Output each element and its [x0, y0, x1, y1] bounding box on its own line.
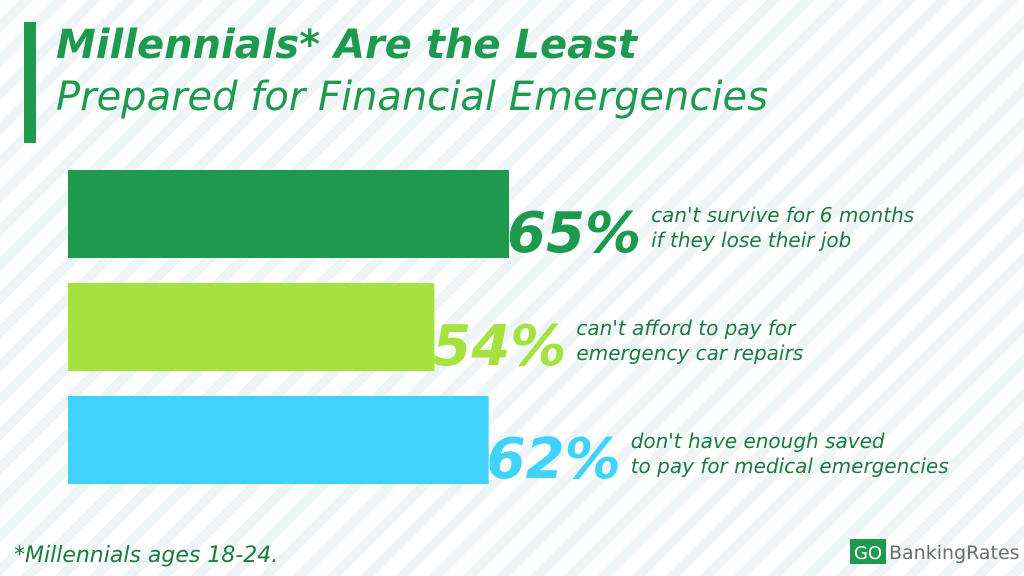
logo-box [850, 539, 886, 564]
category-label: to pay for medical emergencies [631, 454, 949, 478]
category-label: if they lose their job [651, 228, 851, 252]
category-label: emergency car repairs [576, 341, 803, 365]
chart-title: Millennials* Are the Least [56, 22, 639, 68]
bar [68, 396, 489, 484]
bar [68, 170, 510, 258]
chart-title: Prepared for Financial Emergencies [56, 74, 768, 120]
footnote: *Millennials ages 18-24. [14, 543, 278, 568]
value-label: 54% [432, 314, 566, 379]
logo-mark: GO [854, 543, 882, 564]
value-label: 62% [487, 427, 621, 492]
category-label: can't afford to pay for [576, 316, 797, 340]
category-label: can't survive for 6 months [651, 203, 914, 227]
title-accent [24, 22, 36, 143]
category-label: don't have enough saved [631, 429, 885, 453]
value-label: 65% [507, 201, 641, 266]
logo-text: BankingRates [889, 542, 1020, 564]
bar [68, 283, 435, 371]
